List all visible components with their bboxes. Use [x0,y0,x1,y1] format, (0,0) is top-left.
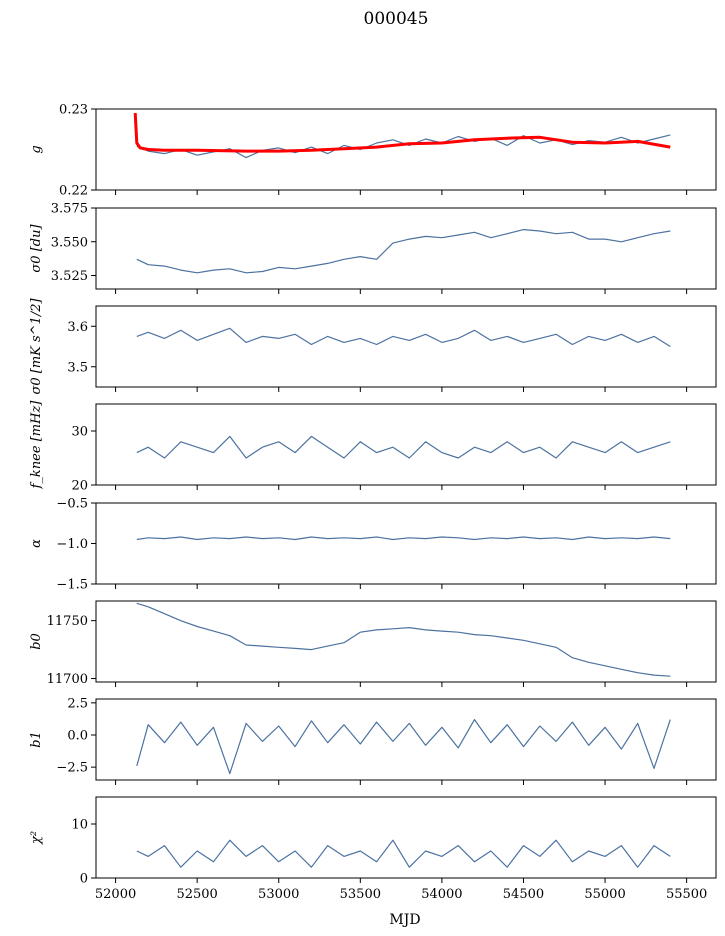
y-tick-label: 2.5 [67,696,88,711]
axes-frame [95,108,717,191]
axes-frame [95,502,717,585]
y-tick-label: 0.0 [67,729,88,744]
series-line-1 [136,229,671,274]
panel-7: b1 −2.5 0.0 2.5 [29,696,717,785]
panel-6: b0 11700 11750 [29,600,717,687]
y-tick-label: 0.23 [59,103,88,118]
y-tick-label: 0 [80,872,88,887]
y-tick-label: 10 [71,818,88,833]
x-axis-label: MJD [389,912,420,928]
axes-frame [95,698,717,781]
y-axis-label: σ0 [mK s^1/2] [29,298,44,395]
x-tick-label: 54500 [503,887,544,902]
y-tick-label: −1.0 [56,537,88,552]
axes-frame [95,796,717,879]
series-line-1 [136,602,671,677]
y-tick-label: 3.575 [51,202,88,217]
x-tick-label: 53500 [340,887,381,902]
panel-8: χ² 0 10 52000 52500 53000 53500 54000 54500 55000… [29,796,717,902]
series-line-2 [133,112,671,153]
y-axis-label: α [29,539,44,548]
series-line-1 [136,327,671,348]
series-line-1 [136,839,671,868]
y-tick-label: 3.6 [67,320,88,335]
x-tick-label: 52500 [176,887,217,902]
y-tick-label: 20 [71,479,88,494]
series-line-1 [136,134,671,159]
y-axis-label: σ0 [du] [29,224,44,273]
panels: g 0.22 0.23 σ0 [du] 3.525 3.550 3.575 σ0 [mK s^… [29,103,717,902]
y-axis-label: g [29,145,44,153]
y-axis-label: χ² [29,831,44,845]
x-tick-label: 55000 [584,887,625,902]
panel-1: g 0.22 0.23 [29,103,717,199]
panel-3: σ0 [mK s^1/2] 3.5 3.6 [29,298,717,395]
x-tick-label: 53000 [258,887,299,902]
panel-5: α −1.5 −1.0 −0.5 [29,497,717,593]
series-line-1 [136,536,671,541]
series-line-1 [136,435,671,459]
y-axis-label: f_knee [mHz] [29,400,44,490]
y-tick-label: 0.22 [59,184,88,199]
axes-frame [95,305,717,388]
axes-frame [95,600,717,683]
axes-frame [95,207,717,290]
y-tick-label: −0.5 [56,497,88,512]
y-axis-label: b0 [29,633,44,650]
y-tick-label: 3.550 [51,235,88,250]
y-tick-label: 11700 [47,672,88,687]
panel-2: σ0 [du] 3.525 3.550 3.575 [29,202,717,294]
panel-4: f_knee [mHz] 20 30 [29,400,717,494]
y-tick-label: 3.5 [67,360,88,375]
axes-frame [95,403,717,486]
y-tick-label: −1.5 [56,578,88,593]
figure-title: 000045 [364,9,429,29]
y-axis-label: b1 [29,731,44,748]
x-tick-label: 55500 [666,887,707,902]
y-tick-label: 11750 [47,614,88,629]
y-tick-label: 30 [71,425,88,440]
series-line-1 [136,718,671,775]
y-tick-label: −2.5 [56,761,88,776]
x-tick-label: 52000 [95,887,136,902]
y-tick-label: 3.525 [51,269,88,284]
x-tick-label: 54000 [421,887,462,902]
